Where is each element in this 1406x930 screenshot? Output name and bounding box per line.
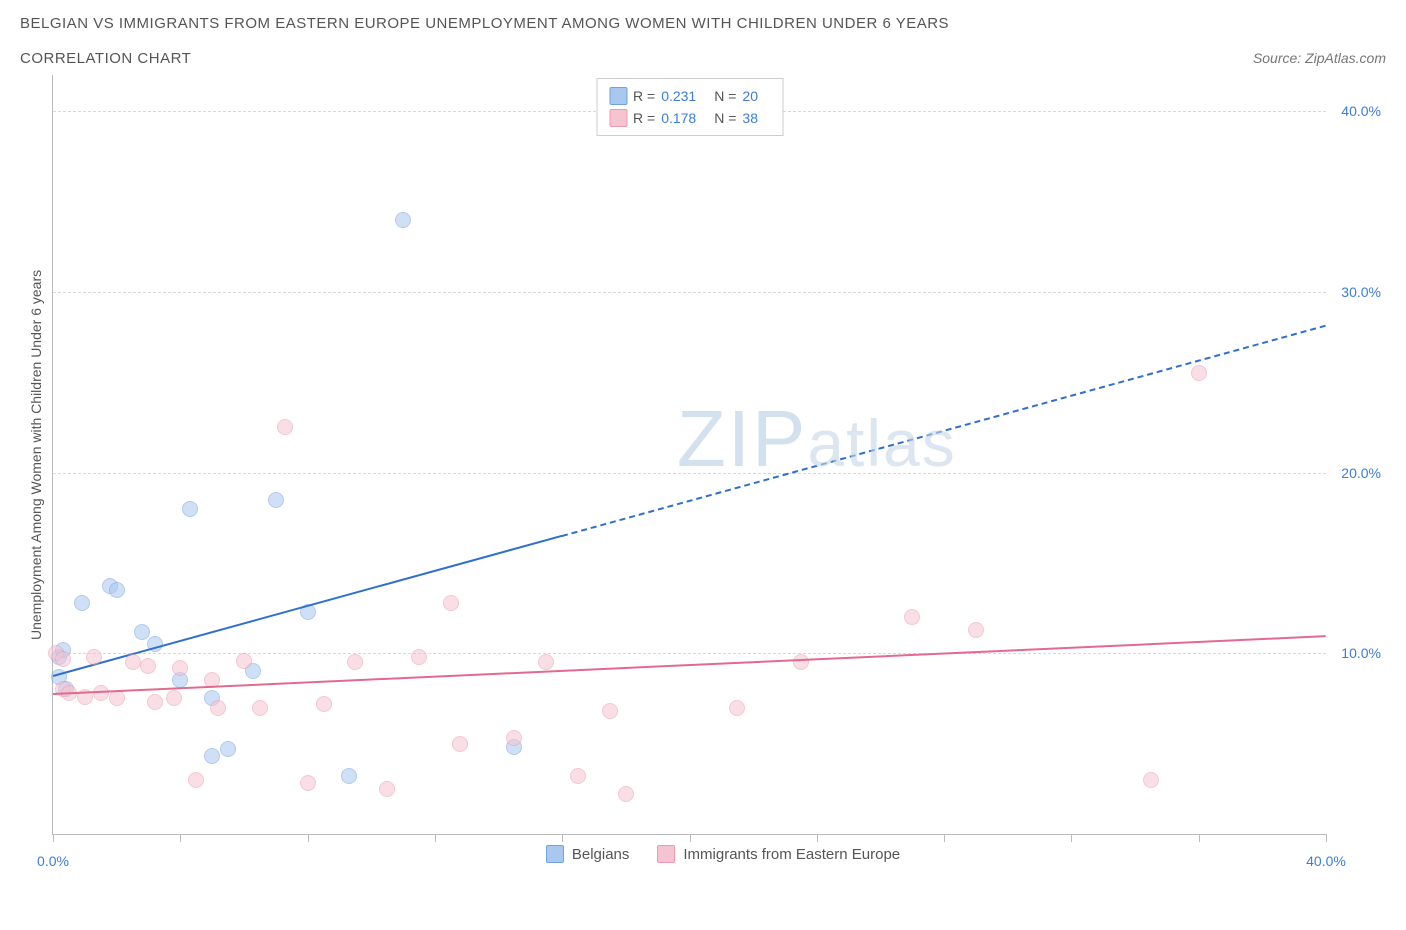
legend-label: Belgians [572,846,630,863]
data-point-immigrants [793,654,809,670]
data-point-immigrants [172,660,188,676]
data-point-immigrants [506,730,522,746]
gridline-h [53,473,1326,474]
data-point-immigrants [252,700,268,716]
data-point-immigrants [147,694,163,710]
n-value: 20 [742,88,758,104]
stats-box: R = 0.231 N = 20 R = 0.178 N = 38 [596,78,783,136]
data-point-immigrants [210,700,226,716]
data-point-immigrants [729,700,745,716]
data-point-immigrants [1191,365,1207,381]
stats-swatch [609,87,627,105]
data-point-immigrants [236,653,252,669]
x-tick [435,834,436,842]
data-point-immigrants [968,622,984,638]
data-point-immigrants [570,768,586,784]
legend-swatch [657,845,675,863]
stats-row-immigrants: R = 0.178 N = 38 [609,107,770,129]
data-point-belgians [109,582,125,598]
n-value: 38 [742,110,758,126]
data-point-immigrants [140,658,156,674]
y-tick-label: 40.0% [1341,103,1381,119]
trend-line [562,324,1326,536]
source-label: Source: ZipAtlas.com [1253,50,1386,66]
x-tick [944,834,945,842]
data-point-immigrants [452,736,468,752]
r-value: 0.178 [661,110,696,126]
r-label: R = [633,110,655,126]
chart-container: Unemployment Among Women with Children U… [20,75,1386,835]
watermark-part1: ZIP [677,394,807,483]
data-point-immigrants [188,772,204,788]
data-point-belgians [395,212,411,228]
data-point-belgians [341,768,357,784]
data-point-immigrants [347,654,363,670]
legend-item-belgians: Belgians [546,845,630,863]
data-point-immigrants [411,649,427,665]
stats-swatch [609,109,627,127]
data-point-belgians [74,595,90,611]
data-point-immigrants [538,654,554,670]
legend: Belgians Immigrants from Eastern Europe [60,845,1386,863]
y-tick-label: 10.0% [1341,645,1381,661]
x-tick-label: 40.0% [1306,853,1346,869]
plot-area: ZIPatlas R =0.231N =20R =0.178N =38 10.0… [52,75,1326,835]
x-tick [562,834,563,842]
data-point-immigrants [1143,772,1159,788]
r-label: R = [633,88,655,104]
data-point-immigrants [300,775,316,791]
x-tick [1199,834,1200,842]
x-tick [1071,834,1072,842]
y-tick-label: 20.0% [1341,465,1381,481]
data-point-immigrants [166,690,182,706]
x-tick [308,834,309,842]
data-point-belgians [268,492,284,508]
x-tick [690,834,691,842]
data-point-immigrants [316,696,332,712]
stats-row-belgians: R = 0.231 N = 20 [609,85,770,107]
watermark-part2: atlas [807,406,956,480]
data-point-immigrants [277,419,293,435]
n-label: N = [714,110,736,126]
data-point-belgians [220,741,236,757]
x-tick [180,834,181,842]
r-value: 0.231 [661,88,696,104]
chart-title-line2: CORRELATION CHART [20,50,191,67]
data-point-immigrants [109,690,125,706]
y-axis-label: Unemployment Among Women with Children U… [20,75,52,835]
data-point-immigrants [125,654,141,670]
data-point-immigrants [618,786,634,802]
gridline-h [53,292,1326,293]
legend-item-immigrants: Immigrants from Eastern Europe [657,845,900,863]
y-tick-label: 30.0% [1341,284,1381,300]
data-point-belgians [204,748,220,764]
x-tick [53,834,54,842]
data-point-belgians [134,624,150,640]
x-tick [817,834,818,842]
chart-title-line1: BELGIAN VS IMMIGRANTS FROM EASTERN EUROP… [20,15,1386,32]
data-point-immigrants [379,781,395,797]
legend-swatch [546,845,564,863]
x-tick [1326,834,1327,842]
data-point-immigrants [602,703,618,719]
n-label: N = [714,88,736,104]
x-tick-label: 0.0% [37,853,69,869]
data-point-belgians [182,501,198,517]
data-point-immigrants [904,609,920,625]
data-point-immigrants [55,651,71,667]
data-point-immigrants [443,595,459,611]
legend-label: Immigrants from Eastern Europe [683,846,900,863]
data-point-immigrants [86,649,102,665]
subtitle-row: CORRELATION CHART Source: ZipAtlas.com [20,50,1386,67]
